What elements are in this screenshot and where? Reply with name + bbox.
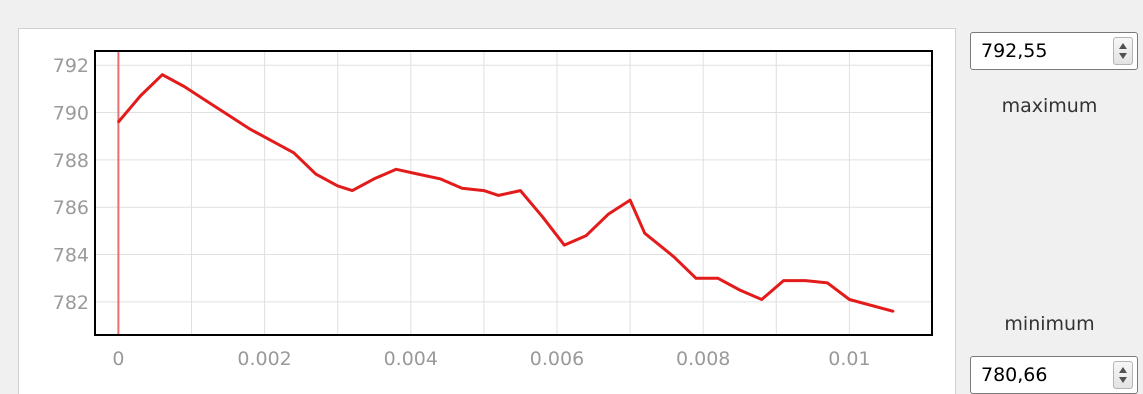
x-tick-label: 0.004 xyxy=(384,348,438,370)
data-point xyxy=(694,277,698,280)
data-point xyxy=(373,177,376,180)
minimum-spinbox[interactable]: 780,66 xyxy=(970,356,1138,394)
maximum-spin-buttons[interactable] xyxy=(1113,37,1133,65)
maximum-spinbox[interactable]: 792,55 xyxy=(970,32,1138,70)
data-point xyxy=(460,187,464,190)
data-point xyxy=(416,172,420,176)
line-chart: 782 784 786 788 790 792 0 0.002 0.004 0.006 0.008 0… xyxy=(53,50,933,370)
data-point xyxy=(563,243,566,247)
data-point xyxy=(643,232,646,235)
series-line xyxy=(117,73,894,313)
spin-up-icon[interactable] xyxy=(1119,367,1127,373)
data-point xyxy=(204,99,208,102)
y-tick-label: 788 xyxy=(53,150,89,172)
data-point xyxy=(606,213,610,216)
data-point xyxy=(117,120,120,124)
data-point xyxy=(519,189,522,192)
x-tick-label: 0.01 xyxy=(828,348,870,370)
data-point xyxy=(848,298,851,301)
x-tick-label: 0.006 xyxy=(530,348,584,370)
data-point xyxy=(139,94,142,98)
data-point xyxy=(628,198,632,202)
data-point xyxy=(826,281,829,285)
data-point xyxy=(716,277,720,280)
data-point xyxy=(804,279,807,282)
maximum-value[interactable]: 792,55 xyxy=(981,40,1048,62)
x-tick-label: 0 xyxy=(112,348,124,370)
data-point xyxy=(760,298,763,301)
data-point xyxy=(226,113,230,117)
minimum-value[interactable]: 780,66 xyxy=(981,364,1048,386)
data-point xyxy=(161,73,164,76)
x-tick-label: 0.008 xyxy=(676,348,730,370)
spin-down-icon[interactable] xyxy=(1119,53,1127,59)
data-point xyxy=(541,215,544,218)
data-point xyxy=(892,310,895,313)
spin-down-icon[interactable] xyxy=(1119,377,1127,383)
data-point xyxy=(672,255,676,259)
data-point xyxy=(782,279,785,282)
data-point xyxy=(394,168,398,171)
chart-panel: 782 784 786 788 790 792 0 0.002 0.004 0.006 0.008 0… xyxy=(18,28,956,394)
y-tick-label: 786 xyxy=(53,197,89,219)
data-point xyxy=(314,172,317,176)
data-point xyxy=(248,127,252,131)
minimum-spin-buttons[interactable] xyxy=(1113,361,1133,389)
data-point xyxy=(182,85,186,88)
y-tick-label: 784 xyxy=(53,245,89,267)
data-point xyxy=(270,139,274,143)
data-point xyxy=(482,189,486,192)
data-point xyxy=(336,184,339,188)
maximum-label: maximum xyxy=(1001,95,1098,117)
plot-frame xyxy=(94,50,933,336)
data-point xyxy=(497,194,500,197)
data-point xyxy=(585,234,588,237)
minimum-label: minimum xyxy=(1004,313,1095,335)
y-tick-label: 792 xyxy=(53,55,89,77)
y-tick-label: 782 xyxy=(53,292,89,314)
data-point xyxy=(438,177,442,180)
spin-up-icon[interactable] xyxy=(1119,43,1127,49)
x-tick-label: 0.002 xyxy=(237,348,291,370)
y-tick-label: 790 xyxy=(53,103,89,125)
data-point xyxy=(738,288,741,292)
data-point xyxy=(351,189,354,192)
range-controls: 792,55 maximum minimum 780,66 xyxy=(956,0,1143,394)
data-point xyxy=(292,151,296,154)
